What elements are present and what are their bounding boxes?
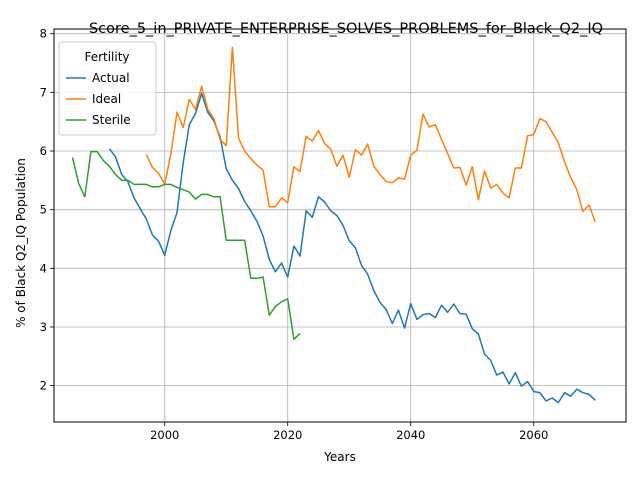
x-tick-label: 2060 [519,428,548,442]
legend-label-actual: Actual [92,71,130,85]
legend-title: Fertility [84,50,129,64]
y-tick-label: 6 [40,144,47,158]
series-line-actual [108,92,596,404]
x-tick-label: 2020 [273,428,302,442]
legend-box [58,41,157,136]
series-line-sterile [71,150,301,341]
y-tick-label: 4 [40,261,47,275]
y-tick-label: 8 [40,27,47,41]
plot-frame [53,28,627,423]
y-tick-label: 5 [40,203,47,217]
legend-items: Actual Ideal Sterile [66,71,131,127]
y-tick-label: 2 [40,379,47,393]
series-lines [71,46,596,404]
legend-label-ideal: Ideal [92,92,121,106]
axis-ticks: 2000 2020 2040 2060 2 3 4 5 6 7 8 [40,27,549,442]
series-line-ideal [145,46,596,223]
x-tick-label: 2000 [150,428,179,442]
x-tick-label: 2040 [396,428,425,442]
chart-title: Score_5_in_PRIVATE_ENTERPRISE_SOLVES_PRO… [89,21,603,37]
y-tick-label: 7 [40,85,47,99]
grid [54,29,626,422]
x-axis-label: Years [323,450,356,464]
legend-label-sterile: Sterile [92,113,131,127]
y-tick-label: 3 [40,320,47,334]
y-axis-label: % of Black Q2_IQ Population [14,158,28,328]
legend: Fertility Actual Ideal Sterile [58,41,157,136]
